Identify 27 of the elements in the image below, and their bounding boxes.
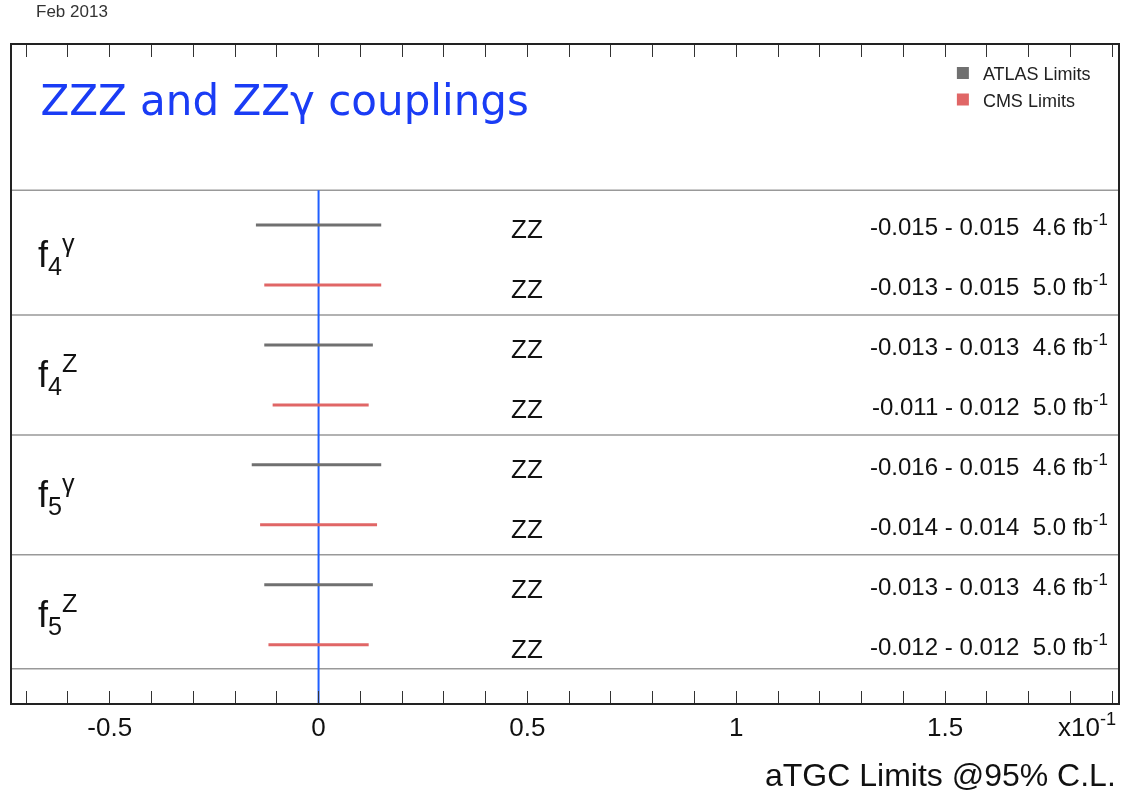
legend-label: CMS Limits <box>982 90 1075 111</box>
x-tick-label: -0.5 <box>87 712 133 743</box>
annotation: ZZ <box>511 274 543 304</box>
x-axis-title: aTGC Limits @95% C.L. <box>765 757 1116 793</box>
text: x10$^{-1}$ <box>1058 709 1117 742</box>
x-tick-label: 0.5 <box>509 712 546 743</box>
x-tick-label: 0 <box>311 712 326 743</box>
x-tick-label: 1.5 <box>927 712 964 743</box>
annotation: -0.015 - 0.015 4.6 fb$^{-1}$ <box>870 210 1108 241</box>
annotation: ZZ <box>511 394 543 424</box>
annotation: ZZ <box>511 214 543 244</box>
annotation: -0.011 - 0.012 5.0 fb$^{-1}$ <box>872 390 1108 421</box>
annotation: ZZ <box>511 634 543 664</box>
annotation: -0.014 - 0.014 5.0 fb$^{-1}$ <box>870 510 1108 541</box>
annotation: ZZ <box>511 574 543 604</box>
annotation: -0.013 - 0.013 4.6 fb$^{-1}$ <box>870 330 1108 361</box>
x-tick-label: 1 <box>729 712 744 743</box>
annotation: ZZ <box>511 514 543 544</box>
annotation: ZZ <box>511 334 543 364</box>
annotation: -0.013 - 0.013 4.6 fb$^{-1}$ <box>870 570 1108 601</box>
annotation: -0.013 - 0.015 5.0 fb$^{-1}$ <box>870 270 1108 301</box>
annotation: -0.012 - 0.012 5.0 fb$^{-1}$ <box>870 630 1108 661</box>
chart-subtitle: Feb 2013 <box>36 2 108 21</box>
annotation: -0.016 - 0.015 4.6 fb$^{-1}$ <box>870 450 1108 481</box>
legend-label: ATLAS Limits <box>982 64 1091 85</box>
annotation: ZZ <box>511 454 543 484</box>
chart-title: ZZZ and ZZγ couplings <box>40 76 529 126</box>
